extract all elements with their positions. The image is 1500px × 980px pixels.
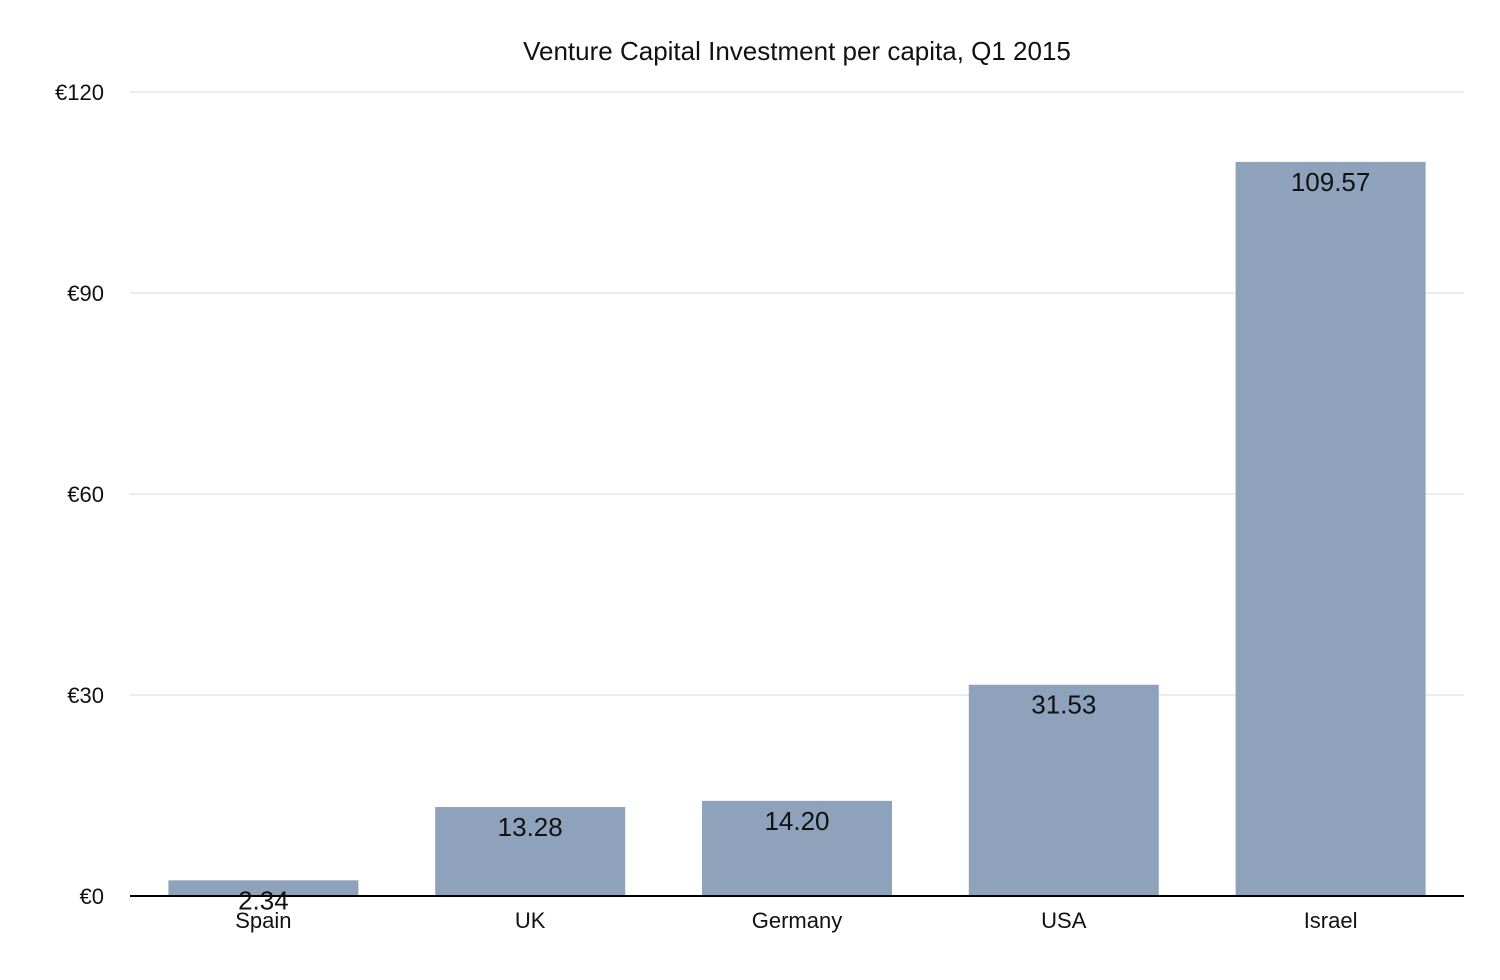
y-tick-label: €90: [67, 281, 104, 306]
y-tick-label: €120: [55, 80, 104, 105]
bar: [702, 800, 892, 896]
x-tick-label: Germany: [752, 908, 842, 933]
chart-title: Venture Capital Investment per capita, Q…: [523, 36, 1071, 66]
x-tick-label: USA: [1041, 908, 1087, 933]
bar-value-label: 13.28: [498, 812, 563, 842]
bar: [1235, 161, 1426, 897]
bar: [168, 880, 359, 896]
bar-value-label: 31.53: [1031, 690, 1096, 720]
y-tick-label: €60: [67, 482, 104, 507]
y-tick-label: €0: [80, 884, 104, 909]
bar: [435, 807, 626, 896]
bar-value-label: 2.34: [238, 885, 289, 915]
y-tick-label: €30: [67, 683, 104, 708]
bar-value-label: 109.57: [1291, 167, 1371, 197]
x-tick-label: UK: [515, 908, 546, 933]
bar: [968, 684, 1159, 896]
x-tick-label: Spain: [235, 908, 291, 933]
x-tick-label: Israel: [1304, 908, 1358, 933]
bar-value-label: 14.20: [764, 806, 829, 836]
bars: [168, 161, 1426, 897]
